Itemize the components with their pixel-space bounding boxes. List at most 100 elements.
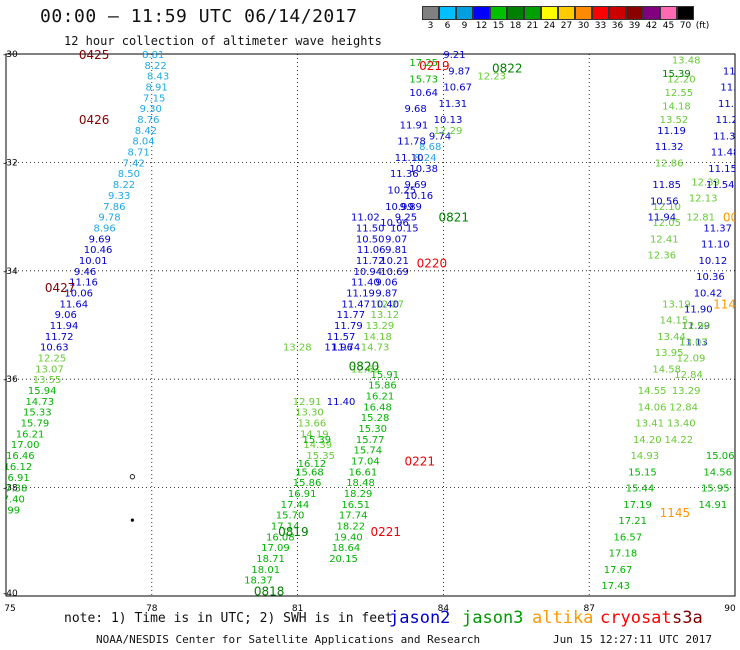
wave-height-label: 12.41 (650, 234, 679, 245)
color-scale-label: 27 (560, 21, 573, 31)
wave-height-label: 12.27 (375, 299, 404, 310)
wave-height-label: 9.69 (405, 180, 427, 191)
wave-height-label: 16.51 (341, 500, 370, 511)
wave-height-label: 9.74 (429, 131, 451, 142)
color-scale-label: 42 (645, 21, 658, 31)
wave-height-label: 12.25 (38, 354, 67, 365)
color-scale-label: 70 (679, 21, 692, 31)
wave-height-label: 11.16 (69, 278, 98, 289)
color-scale-label: 12 (475, 21, 488, 31)
wave-height-label: 17.14 (271, 522, 300, 533)
wave-height-label: 17.99 (0, 505, 20, 516)
wave-height-label: 14.55 (638, 386, 667, 397)
color-scale-label: 24 (543, 21, 556, 31)
wave-height-label: 9.89 (400, 202, 422, 213)
wave-height-label: 12.86 (655, 158, 684, 169)
wave-height-label: 8.22 (113, 180, 135, 191)
y-tick-label: -38 (3, 484, 18, 494)
wave-height-label: 12.36 (648, 251, 677, 262)
wave-height-label: 11.94 (50, 321, 79, 332)
wave-height-label: 14.56 (703, 467, 732, 478)
color-scale-bar (422, 6, 694, 20)
wave-height-label: 11.97 (723, 66, 740, 77)
legend-jason3: jason3 (462, 608, 524, 628)
wave-height-label: 17.67 (604, 565, 633, 576)
pass-time-label: 0822 (492, 62, 523, 76)
wave-height-label: 13.28 (283, 343, 312, 354)
color-scale-label: 21 (526, 21, 539, 31)
wave-height-label: 12.84 (674, 370, 703, 381)
wave-height-label: 11.10 (701, 240, 730, 251)
wave-height-label: 10.64 (409, 88, 438, 99)
wave-height-label: 12.05 (652, 218, 681, 229)
y-tick-label: -36 (3, 375, 18, 385)
wave-height-label: 15.39 (302, 435, 331, 446)
color-scale-label: 15 (492, 21, 505, 31)
color-swatch (592, 6, 609, 20)
wave-height-label: 12.91 (293, 397, 322, 408)
wave-height-label: 17.19 (623, 500, 652, 511)
wave-height-label: 11.77 (336, 310, 365, 321)
credit-text: NOAA/NESDIS Center for Satellite Applica… (96, 633, 481, 646)
page-title: 00:00 – 11:59 UTC 06/14/2017 (40, 6, 358, 27)
wave-height-label: 16.12 (298, 459, 327, 470)
wave-height-label: 11.74 (332, 343, 361, 354)
wave-height-label: 10.36 (696, 272, 725, 283)
wave-height-label: 13.07 (35, 364, 64, 375)
pass-time-label: 0425 (79, 48, 110, 62)
wave-height-label: 9.06 (375, 278, 397, 289)
wave-height-label: 13.52 (660, 115, 689, 126)
color-scale-label: 45 (662, 21, 675, 31)
wave-height-label: 15.70 (276, 511, 305, 522)
color-swatch (575, 6, 592, 20)
color-swatch (422, 6, 439, 20)
color-scale-label: 36 (611, 21, 624, 31)
wave-height-label: 16.08 (266, 532, 295, 543)
wave-height-label: 11.91 (400, 120, 429, 131)
wave-height-label: 12.09 (677, 354, 706, 365)
wave-height-label: 14.73 (25, 397, 54, 408)
wave-height-label: 15.28 (361, 413, 390, 424)
wave-height-label: 14.22 (665, 435, 694, 446)
legend-cryosat: cryosat (600, 608, 672, 628)
wave-height-label: 18.29 (344, 489, 373, 500)
wave-height-label: 11.57 (327, 332, 356, 343)
wave-height-label: 14.18 (363, 332, 392, 343)
wave-height-label: 11.96 (324, 343, 353, 354)
wave-height-label: 11.19 (657, 126, 686, 137)
wave-height-label: 11.94 (648, 213, 677, 224)
wave-height-label: 10.16 (405, 191, 434, 202)
wave-height-label: 14.06 (638, 402, 667, 413)
wave-height-label: 10.94 (353, 267, 382, 278)
wave-height-label: 11.02 (351, 213, 380, 224)
footer-note: note: 1) Time is in UTC; 2) SWH is in fe… (64, 611, 393, 626)
wave-height-label: 12.29 (434, 126, 463, 137)
wave-height-label: 9.07 (385, 234, 407, 245)
pass-time-label: 1145 (660, 506, 691, 520)
color-scale-label: 6 (444, 21, 451, 31)
wave-height-label: 12.55 (665, 88, 694, 99)
wave-height-label: 11.23 (716, 115, 740, 126)
wave-height-label: 17.04 (351, 457, 380, 468)
wave-height-label: 8.81 (142, 50, 164, 61)
wave-height-label: 17.38 (0, 484, 27, 495)
y-tick-label: -34 (3, 267, 18, 277)
wave-height-label: 16.12 (4, 462, 33, 473)
color-swatch (473, 6, 490, 20)
wave-height-label: 9.69 (89, 234, 111, 245)
wave-height-label: 15.30 (358, 424, 387, 435)
wave-height-label: 11.56 (720, 83, 740, 94)
wave-height-label: 12.13 (689, 194, 718, 205)
color-scale-label: 9 (461, 21, 468, 31)
color-swatch (524, 6, 541, 20)
wave-height-label: 8.50 (118, 169, 140, 180)
station-marker (129, 474, 135, 480)
wave-height-label: 11.37 (703, 223, 732, 234)
wave-height-label: 8.22 (145, 61, 167, 72)
wave-height-label: 14.18 (662, 101, 691, 112)
wave-height-label: 17.40 (0, 494, 25, 505)
wave-height-label: 12.20 (667, 74, 696, 85)
pass-time-label: 1144 (713, 297, 740, 311)
wave-height-label: 18.01 (251, 565, 280, 576)
color-swatch (456, 6, 473, 20)
